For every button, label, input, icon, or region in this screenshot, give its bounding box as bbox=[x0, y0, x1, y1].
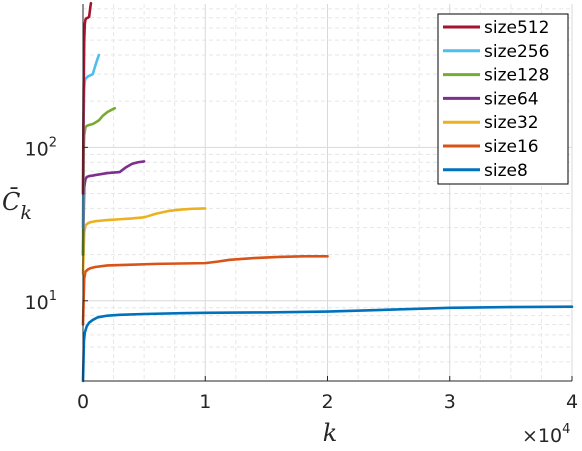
x-tick-labels: 0 1 2 3 4 bbox=[77, 391, 578, 413]
legend-label-size512: size512 bbox=[484, 18, 549, 38]
series-line-size512 bbox=[81, 1, 93, 195]
x-tick-label: 3 bbox=[444, 391, 456, 413]
y-axis-label-main: C̄ bbox=[2, 188, 20, 216]
x-axis-label: k bbox=[323, 419, 338, 447]
series-line-size16 bbox=[81, 254, 329, 326]
y-tick-label: 102 bbox=[25, 135, 57, 160]
x-axis-multiplier-exponent: 4 bbox=[562, 422, 570, 437]
legend-label-size256: size256 bbox=[484, 42, 549, 62]
x-tick-label: 1 bbox=[199, 391, 211, 413]
legend-label-size32: size32 bbox=[484, 113, 539, 133]
legend-label-size64: size64 bbox=[484, 89, 539, 109]
y-axis-label: C̄k bbox=[2, 188, 32, 224]
series-line-size64 bbox=[81, 160, 146, 256]
x-tick-label: 4 bbox=[566, 391, 578, 413]
legend-label-size128: size128 bbox=[484, 66, 549, 86]
series-line-size8 bbox=[81, 305, 574, 383]
y-tick-labels: 101 102 bbox=[25, 135, 57, 313]
y-tick-label: 101 bbox=[25, 289, 57, 314]
x-tick-label: 2 bbox=[321, 391, 333, 413]
legend-label-size16: size16 bbox=[484, 137, 539, 157]
series-layer bbox=[81, 1, 574, 383]
legend-label-size8: size8 bbox=[484, 161, 528, 181]
x-axis-multiplier-base: ×10 bbox=[522, 425, 562, 447]
series-line-size32 bbox=[81, 207, 207, 276]
x-axis-multiplier: ×104 bbox=[522, 422, 570, 447]
y-axis-label-sub: k bbox=[20, 202, 32, 224]
x-tick-label: 0 bbox=[77, 391, 89, 413]
legend: size512 size256 size128 size64 size32 size16 s… bbox=[437, 13, 569, 185]
axes-layer bbox=[82, 4, 573, 382]
